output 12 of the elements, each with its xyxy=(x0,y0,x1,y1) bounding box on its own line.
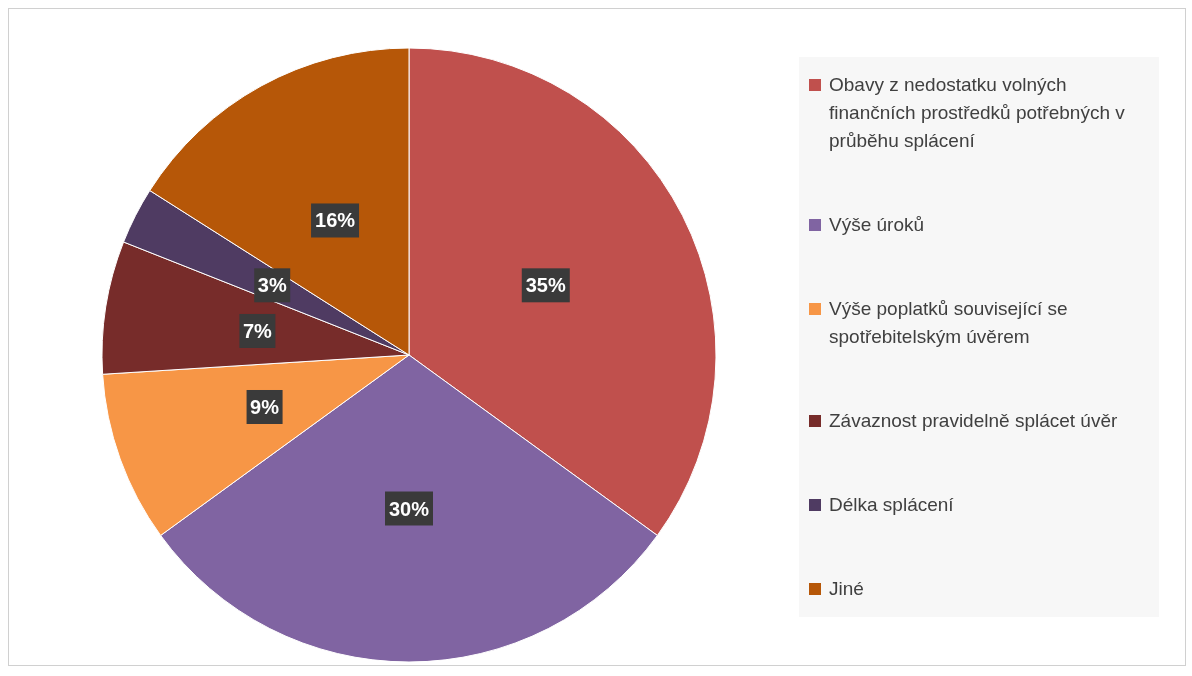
data-label: 16% xyxy=(315,209,356,232)
data-label: 35% xyxy=(525,274,566,297)
legend-label: Délka splácení xyxy=(829,493,954,517)
legend-label: Jiné xyxy=(829,577,864,601)
legend-label: Výše poplatků související se spotřebitelským úvěrem xyxy=(829,297,1069,349)
data-label: 3% xyxy=(257,274,287,297)
legend-label: Obavy z nedostatku volných finančních prostředků potřebných v průběhu splácení xyxy=(829,73,1126,153)
data-label: 30% xyxy=(388,497,430,520)
data-label: 9% xyxy=(250,396,280,418)
legend-label: Výše úroků xyxy=(829,213,925,237)
data-label: 7% xyxy=(242,319,273,342)
legend-label: Závaznost pravidelně splácet úvěr xyxy=(829,409,1118,433)
